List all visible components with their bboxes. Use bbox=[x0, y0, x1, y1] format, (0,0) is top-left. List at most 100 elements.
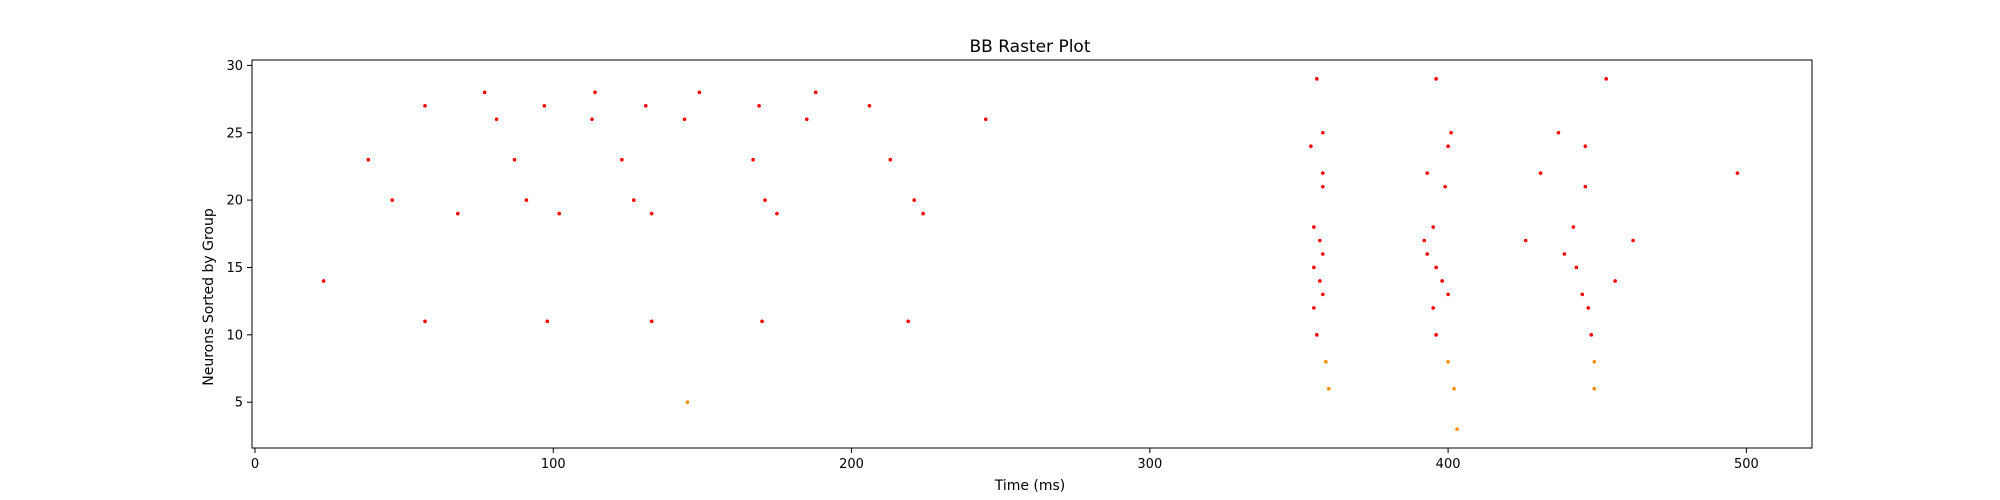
spike-point bbox=[1580, 292, 1585, 297]
spike-point bbox=[593, 90, 597, 95]
spike-point bbox=[888, 157, 893, 162]
spike-point bbox=[1321, 130, 1325, 135]
spike-point bbox=[1735, 171, 1740, 175]
spike-point bbox=[423, 104, 427, 108]
spike-point bbox=[760, 319, 764, 324]
spike-point bbox=[1315, 333, 1319, 337]
spike-point bbox=[1586, 306, 1591, 310]
spike-point bbox=[542, 104, 547, 108]
spike-point bbox=[804, 117, 809, 122]
spike-point bbox=[1455, 427, 1459, 431]
spike-point bbox=[751, 157, 755, 162]
spike-point bbox=[1589, 333, 1594, 337]
spike-point bbox=[1434, 265, 1438, 270]
spike-point bbox=[1440, 279, 1444, 283]
spike-point bbox=[1452, 386, 1456, 391]
spike-point bbox=[1556, 130, 1561, 135]
y-tick-label: 15 bbox=[226, 261, 243, 276]
y-tick-label: 20 bbox=[226, 194, 243, 209]
spike-point bbox=[1446, 144, 1450, 149]
spike-point bbox=[1312, 265, 1316, 270]
x-tick-label: 100 bbox=[541, 457, 566, 472]
spike-point bbox=[983, 117, 988, 122]
y-tick-label: 30 bbox=[226, 59, 243, 74]
spike-point bbox=[1431, 306, 1435, 310]
spike-point bbox=[512, 157, 517, 162]
spike-point bbox=[1425, 252, 1430, 256]
spike-point bbox=[813, 90, 818, 95]
spike-point bbox=[649, 211, 654, 216]
spike-point bbox=[390, 198, 394, 202]
spike-point bbox=[1592, 359, 1597, 364]
spike-point bbox=[682, 117, 687, 122]
spike-point bbox=[697, 90, 702, 95]
x-tick-label: 500 bbox=[1734, 457, 1759, 472]
spike-point bbox=[1446, 292, 1450, 297]
spike-point bbox=[1443, 184, 1447, 189]
x-tick-label: 300 bbox=[1137, 457, 1162, 472]
spike-point bbox=[590, 117, 594, 122]
spike-point bbox=[1434, 77, 1438, 81]
spike-point bbox=[1592, 386, 1597, 391]
x-tick-label: 0 bbox=[251, 457, 259, 472]
spike-point bbox=[456, 211, 460, 216]
spike-point bbox=[1604, 77, 1608, 81]
spike-point bbox=[1321, 184, 1325, 189]
spike-point bbox=[482, 90, 487, 95]
spike-point bbox=[912, 198, 916, 202]
spike-point bbox=[423, 319, 427, 324]
spike-point bbox=[1574, 265, 1579, 270]
spike-point bbox=[643, 104, 648, 108]
spike-point bbox=[775, 211, 779, 216]
spike-point bbox=[1431, 225, 1435, 229]
spike-point bbox=[321, 279, 326, 283]
x-tick-label: 200 bbox=[839, 457, 864, 472]
spike-point bbox=[1571, 225, 1576, 229]
spike-point bbox=[1321, 292, 1325, 297]
spike-point bbox=[1425, 171, 1430, 175]
spike-point bbox=[631, 198, 636, 202]
y-tick-label: 25 bbox=[226, 126, 243, 141]
spike-point bbox=[906, 319, 911, 324]
spike-point bbox=[1318, 238, 1322, 243]
spike-point bbox=[1318, 279, 1322, 283]
spike-point bbox=[685, 400, 690, 404]
spike-point bbox=[366, 157, 371, 162]
spike-point bbox=[649, 319, 654, 324]
spike-point bbox=[1309, 144, 1313, 149]
spike-point bbox=[1326, 386, 1331, 391]
spike-point bbox=[1315, 77, 1319, 81]
spike-point bbox=[524, 198, 529, 202]
spike-point bbox=[921, 211, 925, 216]
plot-frame bbox=[251, 59, 1813, 449]
spike-point bbox=[1538, 171, 1543, 175]
spike-point bbox=[867, 104, 872, 108]
y-tick-label: 10 bbox=[226, 328, 243, 343]
spike-point bbox=[1613, 279, 1617, 283]
spike-point bbox=[1583, 144, 1588, 149]
spike-point bbox=[1422, 238, 1427, 243]
spike-point bbox=[757, 104, 761, 108]
plot-area: 0 100 200 300 400 500 5 10 15 20 25 30 bbox=[226, 59, 1813, 472]
spike-point bbox=[763, 198, 767, 202]
spike-point bbox=[1312, 306, 1316, 310]
spike-point bbox=[1583, 184, 1588, 189]
spike-point bbox=[1321, 252, 1325, 256]
spike-point bbox=[1523, 238, 1528, 243]
spike-point bbox=[557, 211, 562, 216]
spike-point bbox=[1434, 333, 1438, 337]
chart-title: BB Raster Plot bbox=[969, 37, 1090, 57]
spike-point bbox=[1312, 225, 1316, 229]
spike-point bbox=[494, 117, 499, 122]
spike-point bbox=[1449, 130, 1453, 135]
spike-point bbox=[1446, 359, 1450, 364]
x-tick-label: 400 bbox=[1436, 457, 1461, 472]
y-axis-label: Neurons Sorted by Group bbox=[201, 208, 217, 386]
x-axis-label: Time (ms) bbox=[994, 478, 1066, 494]
spike-point bbox=[1321, 171, 1325, 175]
spike-point bbox=[1631, 238, 1635, 243]
spike-point bbox=[1324, 359, 1328, 364]
spike-point bbox=[545, 319, 550, 324]
y-tick-label: 5 bbox=[235, 396, 243, 411]
